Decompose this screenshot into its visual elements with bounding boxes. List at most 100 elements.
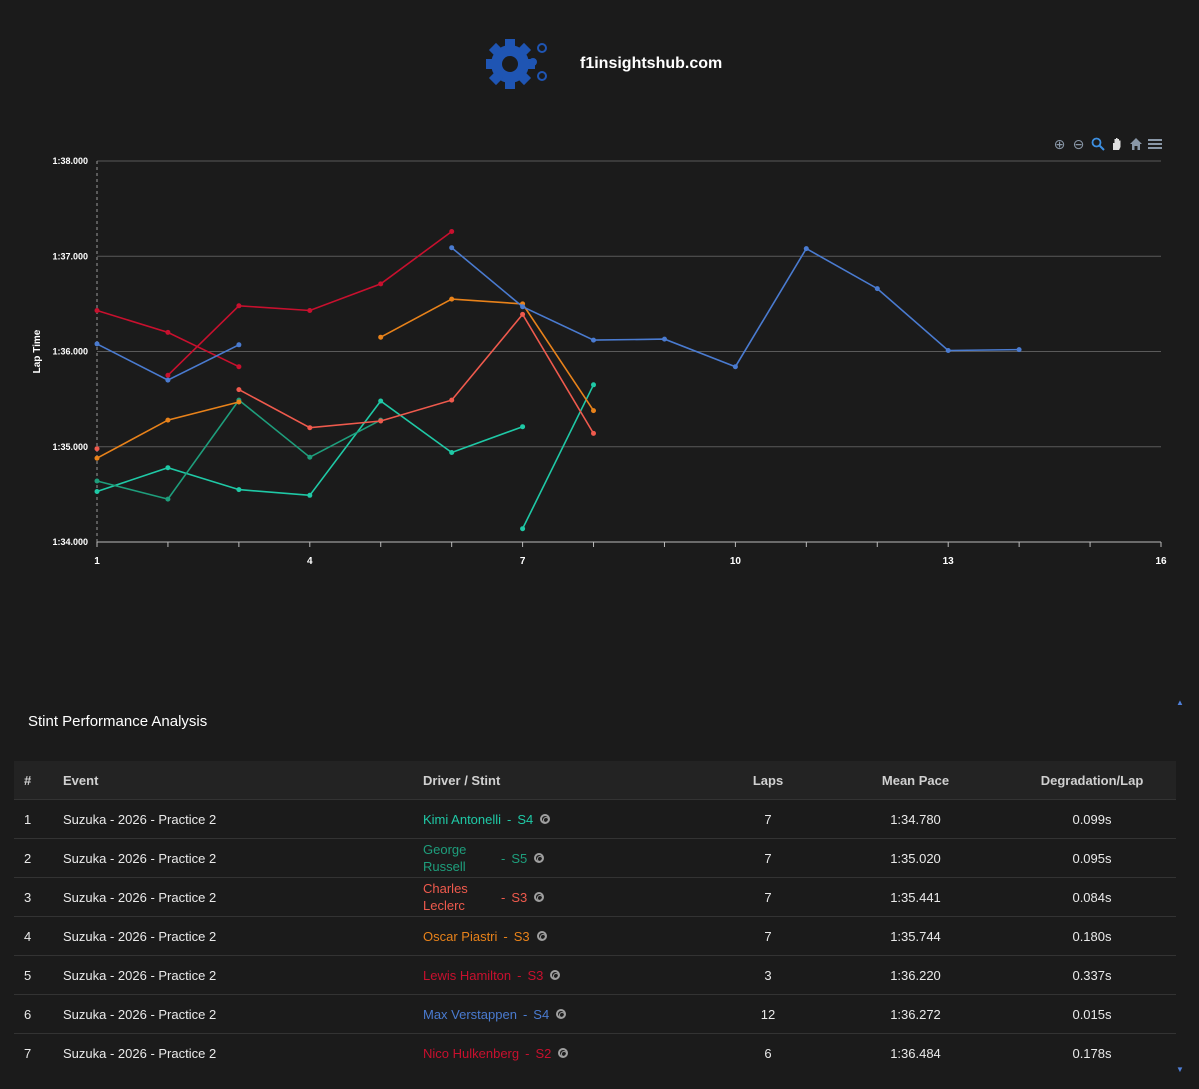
series-3 xyxy=(94,446,100,452)
row-driver-stint: Nico Hulkenberg - S2 xyxy=(423,1033,713,1072)
data-point xyxy=(520,311,526,317)
data-point xyxy=(378,398,384,404)
separator: - xyxy=(501,850,506,866)
row-mean-pace: 1:34.780 xyxy=(823,799,1008,839)
data-point xyxy=(378,418,384,424)
driver-stint-label: George Russell - S5 xyxy=(423,841,545,875)
col-header-degradation[interactable]: Degradation/Lap xyxy=(1008,761,1176,800)
scroll-up-icon[interactable]: ▲ xyxy=(1176,698,1184,707)
driver-stint-label: Lewis Hamilton - S3 xyxy=(423,968,561,983)
row-mean-pace: 1:35.020 xyxy=(823,838,1008,878)
lap-time-chart[interactable]: 1:34.000 1:35.000 1:36.000 1:37.000 1:38.000… xyxy=(0,140,1199,580)
table-row[interactable]: 1 Suzuka - 2026 - Practice 2 Kimi Antonell… xyxy=(14,799,1176,839)
chart-toolbar: ⊕ ⊖ xyxy=(1052,137,1162,152)
driver-name: Oscar Piastri xyxy=(423,928,498,944)
x-tick-label: 7 xyxy=(520,556,526,567)
data-point xyxy=(732,364,738,370)
row-index: 7 xyxy=(14,1033,63,1072)
row-degradation: 0.178s xyxy=(1008,1033,1176,1072)
data-point xyxy=(94,455,100,461)
table-row[interactable]: 3 Suzuka - 2026 - Practice 2 Charles Lecle… xyxy=(14,877,1176,917)
x-tick-label: 4 xyxy=(307,556,313,567)
data-point xyxy=(449,245,455,251)
table-row[interactable]: 4 Suzuka - 2026 - Practice 2 Oscar Piastri… xyxy=(14,916,1176,956)
data-point xyxy=(165,329,171,335)
table-row[interactable]: 7 Suzuka - 2026 - Practice 2 Nico Hulkenbe… xyxy=(14,1033,1176,1072)
data-point xyxy=(307,454,313,460)
row-driver-stint: Lewis Hamilton - S3 xyxy=(423,955,713,995)
row-driver-stint: Charles Leclerc - S3 xyxy=(423,877,713,917)
series-line xyxy=(380,298,595,412)
col-header-laps[interactable]: Laps xyxy=(713,761,823,800)
tyre-icon xyxy=(558,1048,569,1058)
separator: - xyxy=(522,1006,528,1022)
table-row[interactable]: 6 Suzuka - 2026 - Practice 2 Max Verstappe… xyxy=(14,994,1176,1034)
row-laps: 7 xyxy=(713,838,823,878)
data-point xyxy=(236,487,242,493)
row-degradation: 0.015s xyxy=(1008,994,1176,1034)
separator: - xyxy=(503,928,508,944)
y-tick-label: 1:37.000 xyxy=(52,251,88,261)
data-point xyxy=(449,397,455,403)
stint-table: # Event Driver / Stint Laps Mean Pace De… xyxy=(14,761,1176,1072)
data-point xyxy=(874,286,880,292)
row-degradation: 0.180s xyxy=(1008,916,1176,956)
row-driver-stint: Max Verstappen - S4 xyxy=(423,994,713,1034)
series-line xyxy=(96,309,240,368)
table-row[interactable]: 5 Suzuka - 2026 - Practice 2 Lewis Hamilto… xyxy=(14,955,1176,995)
section-title: Stint Performance Analysis xyxy=(28,713,208,730)
col-header-driver[interactable]: Driver / Stint xyxy=(423,761,713,800)
table-row[interactable]: 2 Suzuka - 2026 - Practice 2 George Russel… xyxy=(14,838,1176,878)
scroll-down-icon[interactable]: ▼ xyxy=(1176,1065,1184,1074)
zoom-out-icon[interactable]: ⊖ xyxy=(1072,136,1085,152)
driver-stint-label: Oscar Piastri - S3 xyxy=(423,929,547,944)
stint-label: S4 xyxy=(533,1006,550,1022)
magnifier-icon[interactable] xyxy=(1090,137,1105,152)
data-point xyxy=(165,377,171,383)
stint-label: S4 xyxy=(517,811,534,827)
series-line xyxy=(521,384,595,530)
driver-stint-label: Nico Hulkenberg - S2 xyxy=(423,1045,569,1061)
row-event: Suzuka - 2026 - Practice 2 xyxy=(63,955,423,995)
row-event: Suzuka - 2026 - Practice 2 xyxy=(63,838,423,878)
tyre-icon xyxy=(534,892,545,902)
data-point xyxy=(591,430,596,436)
row-index: 6 xyxy=(14,994,63,1034)
y-tick-label: 1:35.000 xyxy=(52,442,88,452)
home-icon[interactable] xyxy=(1128,137,1143,152)
tyre-icon xyxy=(534,853,545,863)
data-point xyxy=(94,341,100,347)
data-point xyxy=(1016,347,1022,353)
row-index: 5 xyxy=(14,955,63,995)
driver-stint-label: Max Verstappen - S4 xyxy=(423,1006,567,1022)
menu-icon[interactable] xyxy=(1147,137,1162,152)
data-point xyxy=(307,308,313,313)
gear-icon xyxy=(486,39,547,89)
data-point xyxy=(378,281,384,287)
row-index: 2 xyxy=(14,838,63,878)
series-5 xyxy=(94,399,242,461)
pan-hand-icon[interactable] xyxy=(1109,137,1124,152)
data-point xyxy=(165,372,171,378)
series-1 xyxy=(520,382,596,532)
row-degradation: 0.084s xyxy=(1008,877,1176,917)
row-event: Suzuka - 2026 - Practice 2 xyxy=(63,916,423,956)
row-driver-stint: George Russell - S5 xyxy=(423,838,713,878)
row-mean-pace: 1:36.272 xyxy=(823,994,1008,1034)
col-header-mean-pace[interactable]: Mean Pace xyxy=(823,761,1008,800)
data-point xyxy=(520,304,526,310)
driver-name: Kimi Antonelli xyxy=(423,811,502,827)
data-point xyxy=(236,387,242,393)
col-header-index[interactable]: # xyxy=(14,761,63,800)
zoom-in-icon[interactable]: ⊕ xyxy=(1053,136,1066,152)
data-point xyxy=(307,492,313,498)
stint-label: S2 xyxy=(535,1045,552,1061)
row-laps: 7 xyxy=(713,877,823,917)
col-header-event[interactable]: Event xyxy=(63,761,423,800)
site-name: f1insightshub.com xyxy=(580,55,723,72)
y-tick-label: 1:36.000 xyxy=(52,347,88,357)
tyre-icon xyxy=(550,970,561,980)
series-line xyxy=(96,399,523,497)
row-mean-pace: 1:35.441 xyxy=(823,877,1008,917)
driver-name: Nico Hulkenberg xyxy=(423,1045,520,1061)
